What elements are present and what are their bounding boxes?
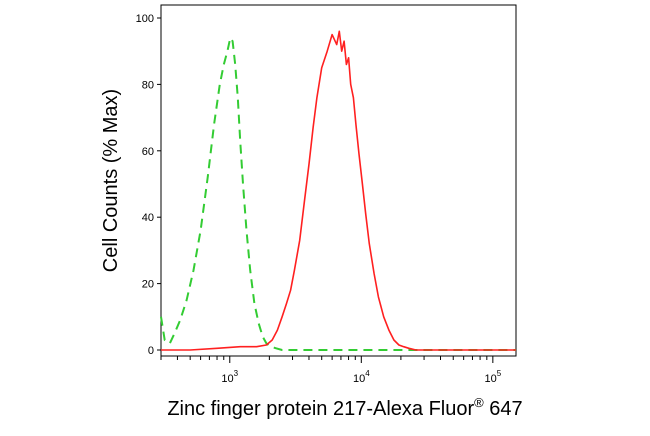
x-tick-label: 105 <box>484 369 501 385</box>
x-tick-label: 104 <box>353 369 370 385</box>
sample-histogram-line <box>161 30 516 351</box>
x-axis-ticks: 103 104 105 <box>160 356 502 385</box>
y-axis-ticks: 0 20 40 60 80 100 <box>136 13 161 357</box>
y-tick-label: 60 <box>142 146 154 158</box>
y-tick-label: 80 <box>142 79 154 91</box>
y-tick-label: 40 <box>142 212 154 224</box>
series-layer <box>160 30 516 351</box>
y-axis-title: Cell Counts (% Max) <box>100 89 122 272</box>
x-axis-title-superscript: ® <box>474 395 484 410</box>
x-axis-title-main: Zinc finger protein 217-Alexa Fluor <box>167 398 474 420</box>
x-axis-title-suffix: 647 <box>484 398 523 420</box>
plot-frame <box>160 4 517 357</box>
control-histogram-line <box>160 36 516 351</box>
x-tick-label: 103 <box>221 369 238 385</box>
y-tick-label: 100 <box>136 13 154 25</box>
y-tick-label: 20 <box>142 279 154 291</box>
x-axis-title: Zinc finger protein 217-Alexa Fluor® 647 <box>167 395 522 420</box>
y-tick-label: 0 <box>148 345 154 357</box>
